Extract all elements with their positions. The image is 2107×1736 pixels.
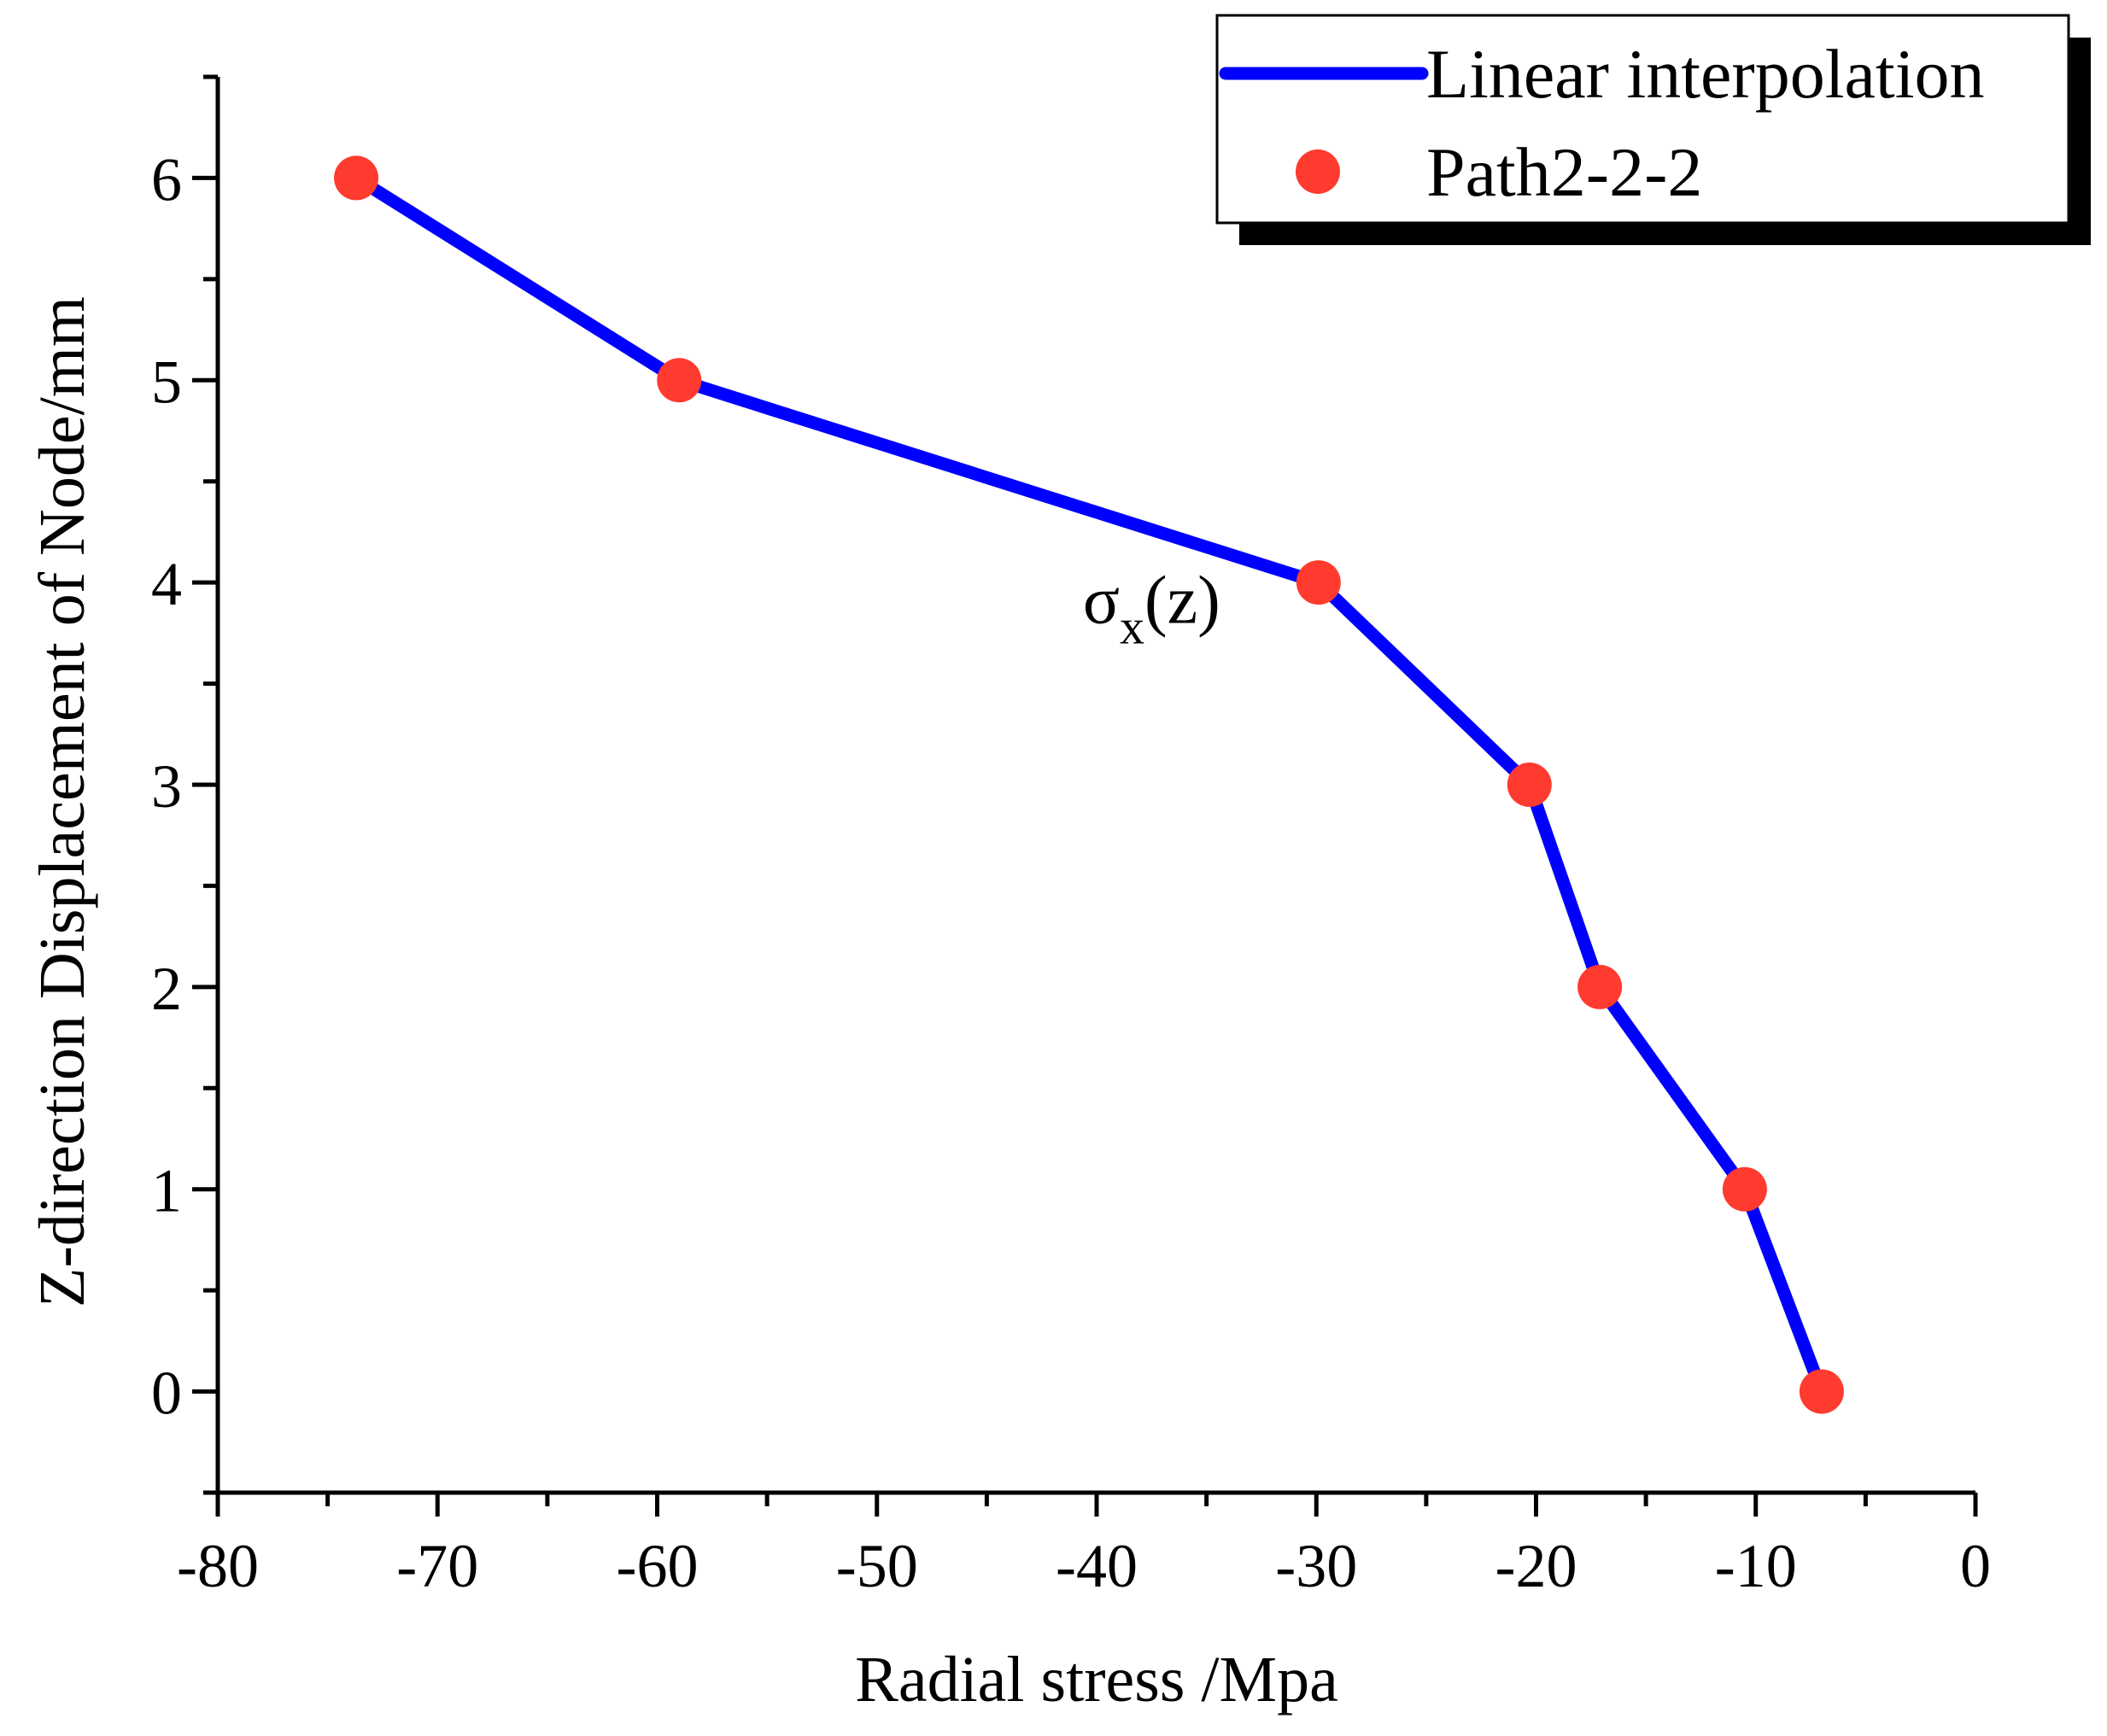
- x-tick-label: -70: [396, 1532, 478, 1600]
- y-tick-label: 2: [151, 955, 182, 1023]
- x-tick-label: -20: [1495, 1532, 1577, 1600]
- x-tick-label: -60: [617, 1532, 699, 1600]
- data-point-path2-2-2: [1507, 763, 1552, 807]
- y-tick-label: 3: [151, 752, 182, 821]
- y-tick-label: 1: [151, 1157, 182, 1225]
- x-axis-title: Radial stress /Mpa: [855, 1644, 1338, 1716]
- data-point-path2-2-2: [657, 358, 702, 403]
- y-tick-label: 6: [151, 145, 182, 213]
- y-axis-title: Z-direction Displacement of Node/mm: [26, 296, 98, 1307]
- x-tick-label: -50: [836, 1532, 918, 1600]
- annotation-suffix: (z): [1144, 564, 1220, 639]
- x-tick-label: 0: [1960, 1532, 1991, 1600]
- data-point-path2-2-2: [1722, 1166, 1767, 1212]
- legend-marker-swatch: [1296, 149, 1340, 194]
- y-tick-label: 4: [151, 550, 182, 618]
- annotations: σx(z): [1083, 564, 1220, 655]
- x-tick-label: -80: [177, 1532, 259, 1600]
- legend-label-linear-interpolation: Linear interpolation: [1426, 35, 1984, 113]
- annotation-symbol: σ: [1083, 564, 1120, 639]
- annotation-subscript: x: [1120, 599, 1144, 655]
- legend-box: [1215, 14, 2070, 225]
- x-tick-label: -30: [1275, 1532, 1357, 1600]
- series-line-linear-interpolation: [349, 171, 1829, 1399]
- data-point-path2-2-2: [1577, 964, 1623, 1009]
- x-tick-label: -40: [1056, 1532, 1138, 1600]
- y-tick-label: 5: [151, 348, 182, 416]
- annotation-sigma-x-z: σx(z): [1083, 564, 1220, 655]
- legend-label-path2-2-2: Path2-2-2: [1426, 133, 1702, 211]
- legend: Linear interpolation Path2-2-2: [1215, 14, 2091, 245]
- data-point-path2-2-2: [1296, 560, 1341, 605]
- data-point-path2-2-2: [1799, 1369, 1844, 1414]
- data-point-path2-2-2: [334, 155, 379, 201]
- x-tick-label: -10: [1715, 1532, 1797, 1600]
- axes: -80 -70 -60 -50 -40 -30 -20 -10 0 0 1 2 3 4 5 6 Radial s…: [26, 74, 1991, 1716]
- plot-area: [334, 155, 1844, 1414]
- y-tick-label: 0: [151, 1359, 182, 1428]
